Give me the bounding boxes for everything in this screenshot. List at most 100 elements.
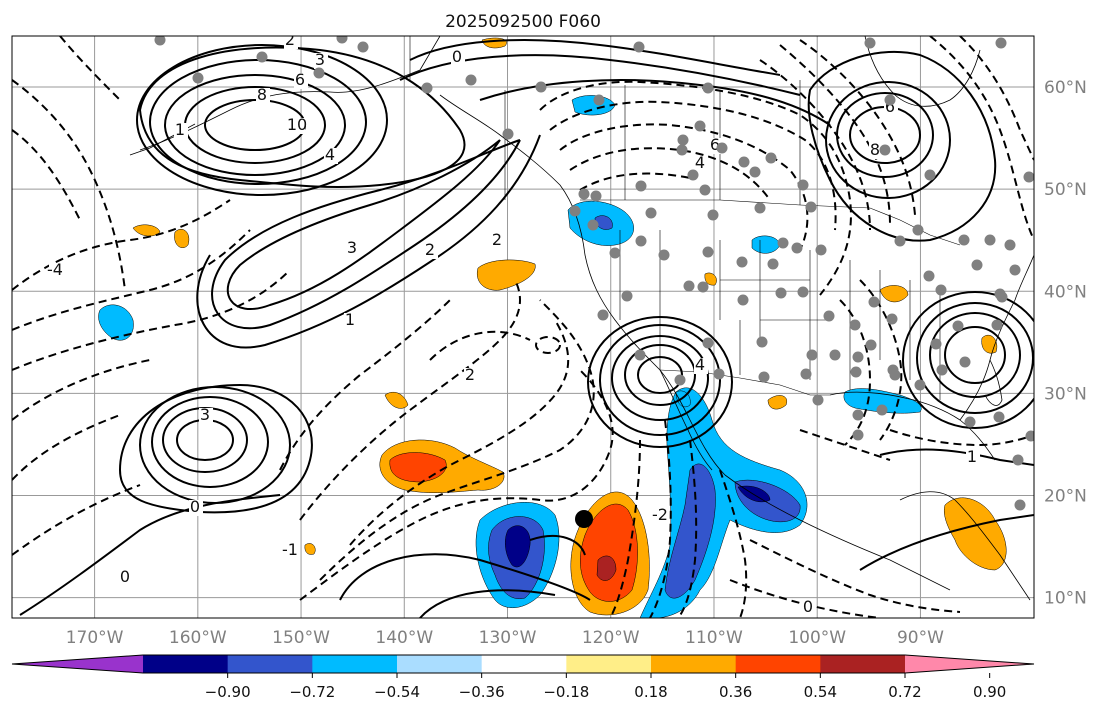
contour-line [211, 139, 521, 330]
colorbar-tick-label: −0.18 [543, 683, 589, 701]
longitude-tick-label: 150°W [272, 628, 330, 648]
contour-line [539, 80, 852, 296]
station-marker [952, 320, 964, 332]
latitude-tick-label: 30°N [1044, 384, 1087, 404]
contour-line [611, 335, 709, 421]
station-marker [800, 368, 812, 380]
negative-anomaly-region [843, 388, 922, 414]
contour-value-label: 0 [190, 497, 200, 516]
station-marker [707, 209, 719, 221]
negative-anomaly-core [664, 463, 716, 599]
station-marker [923, 270, 935, 282]
contour-line [799, 429, 891, 461]
station-marker [590, 190, 602, 202]
station-marker [1023, 171, 1034, 183]
colorbar-tick-label: 0.36 [719, 683, 752, 701]
positive-contours [19, 39, 1034, 618]
contour-line [825, 81, 951, 199]
contour-value-label: -4 [47, 260, 63, 279]
station-marker [767, 258, 779, 270]
station-marker [756, 336, 768, 348]
contour-label-bg [694, 156, 708, 172]
contour-line [479, 79, 831, 126]
contour-line [529, 535, 586, 556]
contour-line [535, 336, 561, 354]
contour-value-label: 4 [695, 153, 705, 172]
station-marker [587, 219, 599, 231]
station-marker [829, 349, 841, 361]
station-marker [754, 202, 766, 214]
latitude-tick-label: 20°N [1044, 486, 1087, 506]
contour-line [916, 302, 1034, 414]
colorbar-tick-label: −0.72 [289, 683, 335, 701]
contour-value-label: 4 [695, 355, 705, 374]
latitude-tick-label: 40°N [1044, 282, 1087, 302]
colorbar-segment [651, 655, 737, 673]
contour-label-bg [284, 543, 298, 559]
positive-anomaly-region [304, 543, 316, 555]
colorbar-outline [11, 654, 1035, 674]
contour-label-bg [966, 450, 980, 466]
point-marker [575, 510, 593, 528]
coastline-gulf [829, 391, 996, 461]
positive-anomaly-region [944, 497, 1007, 571]
contour-line [12, 229, 251, 331]
contour-value-label: 8 [870, 140, 880, 159]
station-marker [713, 368, 725, 380]
contour-line [609, 439, 641, 618]
contour-value-label: 2 [465, 365, 475, 384]
station-marker [930, 338, 942, 350]
contour-line [429, 330, 531, 361]
contour-line [319, 299, 595, 581]
station-marker [852, 409, 864, 421]
colorbar-segment [566, 655, 652, 673]
station-marker [806, 349, 818, 361]
contour-value-label: 0 [803, 597, 813, 616]
contour-value-label: 6 [295, 70, 305, 89]
contour-line [12, 199, 231, 291]
contour-line [136, 44, 388, 196]
contour-line [587, 316, 733, 448]
colorbar-segment [227, 655, 313, 673]
station-marker [635, 235, 647, 247]
station-marker [535, 81, 547, 93]
station-marker [697, 281, 709, 293]
negative-anomaly-core [504, 525, 531, 568]
contour-label-bg [199, 408, 213, 424]
contour-line [559, 123, 809, 251]
contour-label-bg [464, 368, 478, 384]
contour-label-bg [291, 118, 305, 134]
station-marker [674, 374, 686, 386]
contour-value-label: 4 [325, 145, 335, 164]
contour-value-label: 10 [287, 115, 307, 134]
station-marker [702, 82, 714, 94]
station-marker [645, 207, 657, 219]
contour-line [889, 429, 1034, 447]
station-marker [702, 246, 714, 258]
longitude-tick-label: 160°W [169, 628, 227, 648]
station-marker [991, 319, 1003, 331]
contour-label-bg [694, 358, 708, 374]
station-marker [758, 371, 770, 383]
contour-label-bg [344, 313, 358, 329]
positive-anomaly-region [132, 224, 161, 237]
station-marker [884, 94, 896, 106]
station-marker [687, 169, 699, 181]
station-marker [924, 169, 936, 181]
contour-value-label: 2 [285, 30, 295, 49]
station-marker [192, 72, 204, 84]
latitude-tick-label: 50°N [1044, 180, 1087, 200]
station-marker [1009, 264, 1021, 276]
station-marker [797, 286, 809, 298]
contour-value-label: 0 [120, 567, 130, 586]
contour-value-label: 3 [315, 50, 325, 69]
station-marker [879, 144, 891, 156]
station-marker [797, 179, 809, 191]
positive-anomaly-region [476, 259, 536, 291]
coastline-hudson [864, 36, 981, 107]
station-marker [569, 205, 581, 217]
contour-line [719, 469, 748, 618]
colorbar-tick-label: 0.54 [804, 683, 837, 701]
contour-line [879, 448, 1034, 466]
